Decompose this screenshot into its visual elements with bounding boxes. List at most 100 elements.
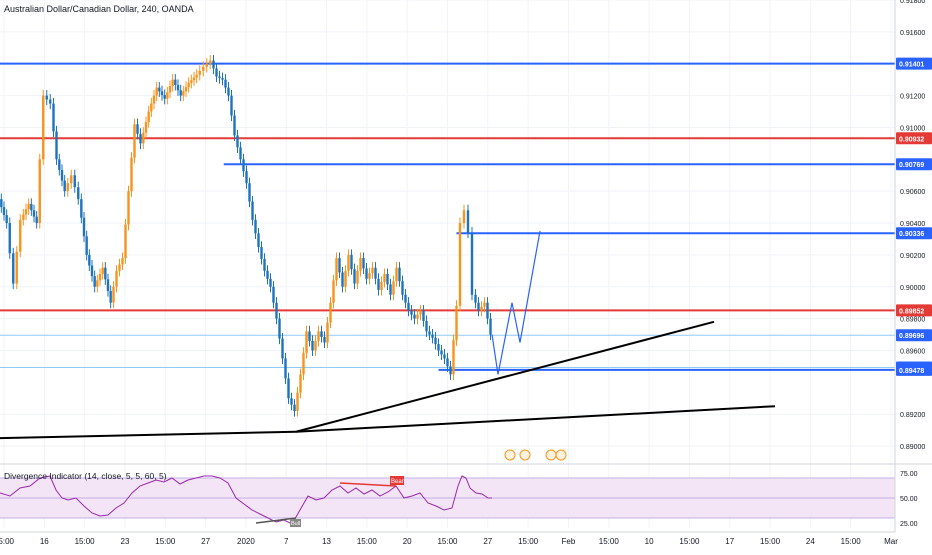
candle-body [437,344,440,351]
candle-body [42,95,45,160]
trendline-layer [0,230,776,461]
candle-body [70,175,73,184]
candle-body [371,267,374,274]
price-line-layer: 0.91401 0.90932 0.90769 0.90336 0.89852 0.896… [0,57,932,376]
candle-body [260,246,263,259]
candle-body [440,350,443,355]
time-tick-label: 10 [645,537,654,546]
bear-label: Bear [391,479,404,485]
candle-body [139,133,142,144]
level-label-box [896,363,932,376]
candle-body [93,276,96,287]
candle-body [474,294,477,303]
time-tick-label: 2020 [237,537,255,546]
candle-body [242,159,245,172]
candle-body [395,267,398,282]
candle-body [416,314,419,319]
price-tick-label: 0.90400 [900,221,925,228]
candle-body [96,280,99,287]
candle-body [73,175,76,188]
candle-body [326,322,329,343]
level-label-text: 0.89852 [899,308,924,315]
candle-body [239,147,242,160]
candle-body [205,63,208,67]
candle-body [160,91,164,96]
level-label-box [896,329,932,342]
candle-body [263,258,266,271]
bear-label-box [390,476,404,485]
price-tick-label: 0.91000 [900,125,925,132]
candle-body [413,314,416,319]
level-label-box [896,132,932,145]
chart-title: Australian Dollar/Canadian Dollar, 240, … [4,4,194,14]
candle-body [109,291,112,303]
indicator-title: Divergence Indicator (14, close, 5, 5, 6… [4,471,167,481]
candle-body [434,337,437,345]
event-icon [555,449,567,461]
candle-body [195,74,198,78]
candle-body [60,169,64,181]
candle-body [38,159,41,224]
candle-body [85,236,88,255]
candle-body [127,191,130,225]
time-tick-label: 15:00 [599,537,620,546]
candle-body [133,124,136,158]
grid-layer [0,0,895,528]
candle-body [386,274,389,285]
candle-body [302,352,305,375]
candle-body [299,374,302,393]
candle-body [257,233,260,247]
candle-body [187,82,190,88]
level-label-box [896,158,932,171]
candle-body [35,216,38,224]
candle-body [130,157,133,192]
candle-body [284,358,287,379]
projection-path [491,230,541,375]
level-label-box [896,57,932,70]
candle-body [158,87,161,92]
candle-body [362,258,365,269]
candle-body [66,183,69,192]
candle-body [486,302,489,319]
candle-body [335,258,338,281]
price-tick-label: 0.89200 [900,412,925,419]
candle-body [144,122,148,133]
candle-body [166,92,169,99]
candle-body [431,334,434,338]
candle-body [112,286,115,303]
time-tick-label: 15:00 [518,537,539,546]
indicator-layer: 75.00 50.00 25.00 Bear Bull [0,471,918,528]
candle-body [296,392,299,412]
time-tick-label: 27 [483,537,492,546]
candle-body [398,267,401,282]
candle-body [124,224,127,259]
trendline [295,320,715,433]
candle-body [341,272,344,287]
level-label-text: 0.91401 [899,62,924,69]
candle-body [407,302,410,311]
candle-body [290,398,293,405]
candle-body [118,264,121,271]
candle-body [55,131,58,160]
candle-body [317,331,320,341]
candle-body [338,258,341,273]
candle-body [184,87,188,92]
candle-body [58,159,61,170]
time-tick-label: Mar [884,537,898,546]
candle-body [245,171,248,184]
candle-body [98,274,102,281]
candle-body [275,302,278,319]
candle-body [163,95,166,99]
bear-divergence-line [339,482,397,487]
candle-body [404,294,407,303]
candle-body [368,273,371,279]
candle-body [104,267,107,280]
candle-body [443,354,446,359]
candle-body [365,268,368,279]
candle-body [389,284,392,295]
price-tick-label: 0.91600 [900,30,925,37]
